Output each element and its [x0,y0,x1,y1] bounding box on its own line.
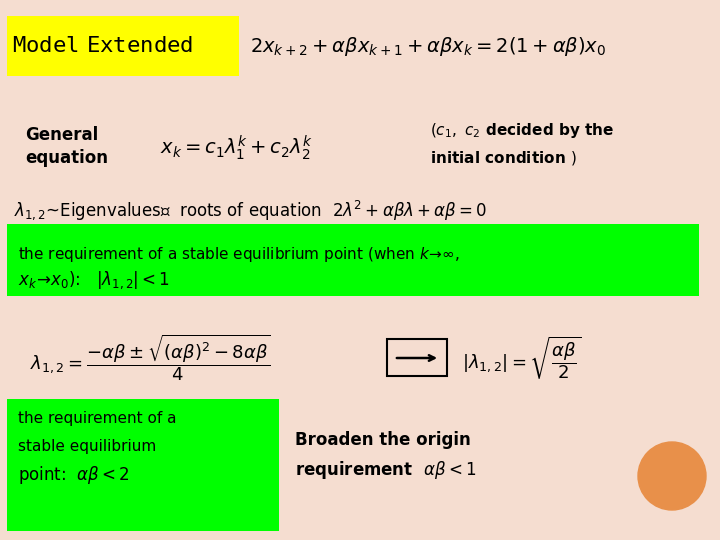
FancyBboxPatch shape [7,399,279,531]
Text: initial condition $)$: initial condition $)$ [430,149,577,167]
Text: Broaden the origin: Broaden the origin [295,431,471,449]
Circle shape [638,442,706,510]
Text: equation: equation [25,149,108,167]
FancyBboxPatch shape [7,16,239,76]
Text: $(c_1,\ c_2$ decided by the: $(c_1,\ c_2$ decided by the [430,120,614,139]
Text: $\lambda_{1,2}=\dfrac{-\alpha\beta\pm\sqrt{(\alpha\beta)^{2}-8\alpha\beta}}{4}$: $\lambda_{1,2}=\dfrac{-\alpha\beta\pm\sq… [30,333,271,383]
Text: $x_k\!\rightarrow\!x_0$):   $|\lambda_{1,2}|<1$: $x_k\!\rightarrow\!x_0$): $|\lambda_{1,2… [18,269,170,291]
Text: $\mathtt{Model\ Extended}$: $\mathtt{Model\ Extended}$ [12,36,194,56]
Text: $\lambda_{1,2}$~Eigenvalues，  roots of equation  $2\lambda^{2}+\alpha\beta\lambd: $\lambda_{1,2}$~Eigenvalues， roots of eq… [14,198,487,222]
Text: General: General [25,126,98,144]
Text: requirement  $\alpha\beta<1$: requirement $\alpha\beta<1$ [295,459,477,481]
Text: $x_{k}=c_{1}\lambda_{1}^{k}+c_{2}\lambda_{2}^{k}$: $x_{k}=c_{1}\lambda_{1}^{k}+c_{2}\lambda… [160,133,313,163]
FancyBboxPatch shape [7,224,699,296]
Text: $|\lambda_{1,2}|=\sqrt{\dfrac{\alpha\beta}{2}}$: $|\lambda_{1,2}|=\sqrt{\dfrac{\alpha\bet… [462,335,581,381]
Text: stable equilibrium: stable equilibrium [18,438,156,454]
Text: the requirement of a stable equilibrium point (when $k\!\rightarrow\!\infty$,: the requirement of a stable equilibrium … [18,246,460,265]
Text: point:  $\alpha\beta<2$: point: $\alpha\beta<2$ [18,464,130,486]
Text: $2x_{k+2}+\alpha\beta x_{k+1}+\alpha\beta x_{k}=2(1+\alpha\beta)x_{0}$: $2x_{k+2}+\alpha\beta x_{k+1}+\alpha\bet… [250,35,606,57]
Text: the requirement of a: the requirement of a [18,410,176,426]
